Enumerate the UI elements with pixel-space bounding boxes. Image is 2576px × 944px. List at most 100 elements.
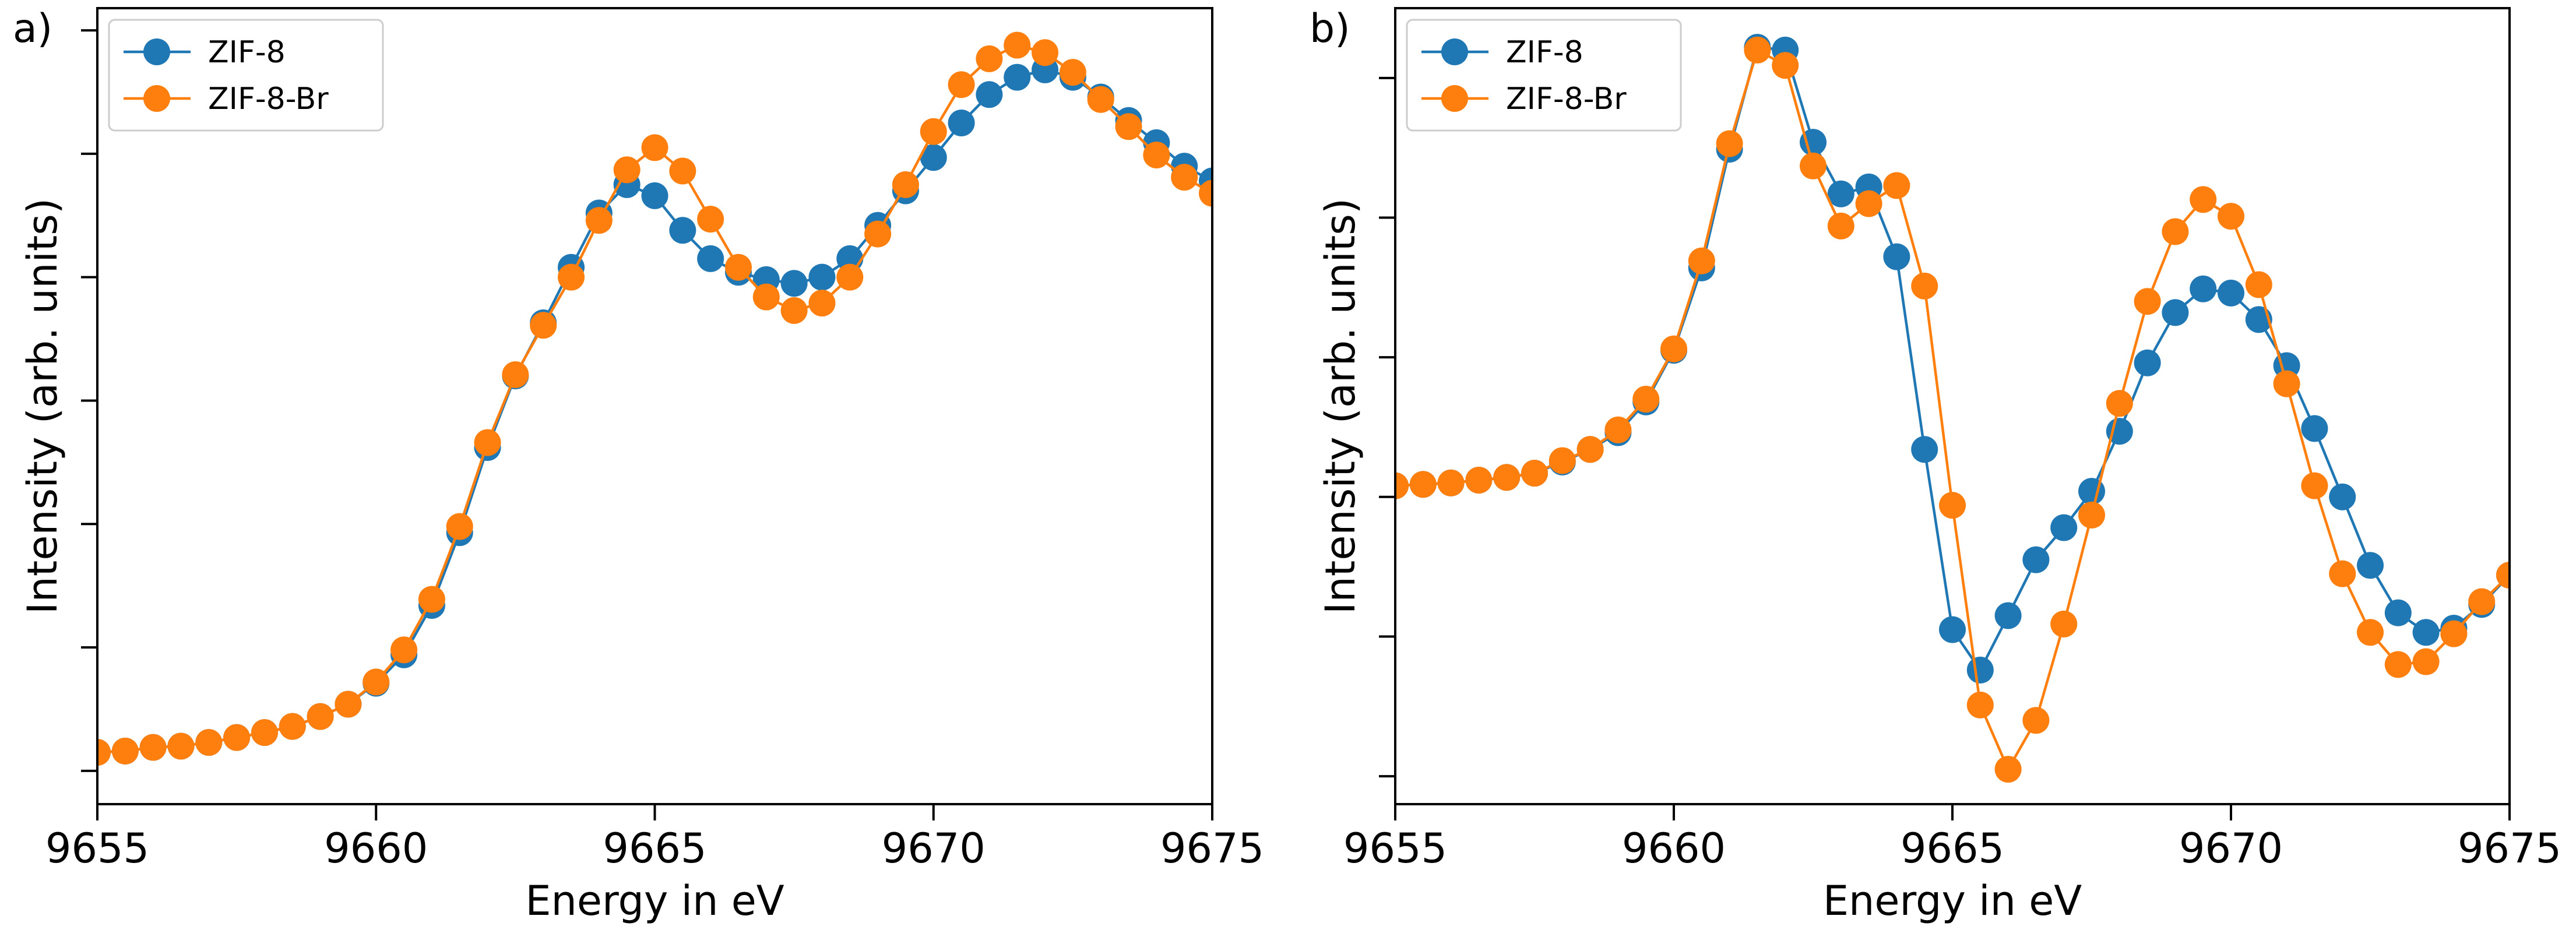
legend-marker	[143, 85, 170, 112]
plot-area	[1395, 34, 2510, 783]
marker	[2273, 370, 2300, 397]
x-axis-label: Energy in eV	[1823, 877, 2082, 925]
marker	[167, 732, 195, 760]
marker	[2078, 501, 2105, 529]
marker	[2190, 275, 2217, 302]
marker	[1939, 492, 1966, 519]
marker	[1632, 386, 1660, 413]
marker	[446, 513, 473, 540]
marker	[1994, 602, 2022, 629]
marker	[2468, 588, 2496, 615]
x-tick-label: 9660	[324, 825, 428, 872]
marker	[111, 737, 139, 765]
marker	[2412, 619, 2440, 646]
marker	[1576, 436, 1604, 463]
marker	[2050, 514, 2078, 541]
marker	[1521, 460, 1548, 487]
marker	[641, 182, 668, 209]
marker	[2329, 560, 2356, 587]
marker	[836, 263, 864, 291]
marker	[1032, 39, 1059, 66]
marker	[474, 429, 501, 456]
marker	[502, 361, 529, 388]
marker	[1994, 756, 2022, 783]
marker	[1171, 164, 1198, 191]
marker	[1395, 472, 1409, 499]
legend-label: ZIF-8-Br	[1506, 82, 1627, 117]
marker	[2106, 418, 2133, 445]
marker	[2245, 271, 2272, 298]
marker	[613, 156, 641, 184]
marker	[530, 312, 557, 339]
legend-label: ZIF-8	[208, 35, 286, 70]
marker	[669, 217, 696, 244]
marker	[1772, 52, 1799, 79]
marker	[2050, 610, 2078, 637]
legend-marker	[143, 38, 170, 65]
marker	[1911, 436, 1938, 463]
x-tick-label: 9665	[603, 825, 706, 872]
panel: 9655 9660 9665 9670 9675 Energy in eV Intensit…	[13, 6, 1264, 925]
marker	[1883, 172, 1910, 199]
marker	[2134, 288, 2161, 315]
x-tick-label: 9675	[1160, 825, 1264, 872]
marker	[2190, 186, 2217, 213]
marker	[1827, 212, 1854, 239]
marker	[892, 171, 919, 198]
x-tick-label: 9675	[2458, 825, 2561, 872]
marker	[1883, 243, 1910, 270]
marker	[724, 253, 752, 281]
marker	[2357, 552, 2384, 579]
marker	[223, 724, 251, 751]
marker	[2384, 599, 2412, 626]
marker	[1199, 179, 1212, 207]
panel-label: a)	[13, 6, 52, 52]
x-tick-label: 9655	[1343, 825, 1447, 872]
marker	[1143, 142, 1170, 169]
marker	[307, 703, 334, 730]
marker	[585, 207, 613, 234]
marker	[1939, 616, 1966, 643]
marker	[697, 206, 724, 233]
marker	[808, 263, 836, 291]
x-axis-label: Energy in eV	[525, 877, 784, 925]
legend-label: ZIF-8-Br	[208, 82, 329, 117]
marker	[1800, 129, 1827, 156]
marker	[752, 283, 780, 311]
y-axis-label: Intensity (arb. units)	[1317, 198, 1364, 614]
marker	[1437, 469, 1465, 496]
x-tick-label: 9665	[1901, 825, 2004, 872]
marker	[363, 668, 390, 696]
marker	[2440, 620, 2468, 647]
marker	[1688, 247, 1715, 274]
axes-frame	[1394, 7, 2511, 805]
x-tick-label: 9670	[2179, 825, 2283, 872]
axes-frame	[96, 7, 1213, 805]
marker	[1911, 272, 1938, 300]
marker	[1744, 36, 1771, 64]
marker	[2022, 707, 2050, 734]
marker	[2106, 390, 2133, 417]
marker	[97, 739, 111, 766]
marker	[920, 118, 947, 145]
marker	[1855, 190, 1882, 217]
marker	[195, 729, 223, 756]
marker	[1966, 656, 1994, 684]
marker	[1716, 130, 1743, 157]
marker	[2496, 561, 2510, 589]
marker	[1549, 447, 1576, 474]
y-axis-label: Intensity (arb. units)	[19, 198, 66, 614]
marker	[920, 144, 947, 171]
marker	[948, 71, 975, 98]
legend-box	[108, 19, 384, 132]
marker	[697, 245, 724, 272]
marker	[948, 109, 975, 136]
legend-marker	[1441, 38, 1468, 65]
legend-marker	[1441, 85, 1468, 112]
marker	[1800, 152, 1827, 179]
marker	[2329, 483, 2356, 510]
marker	[2022, 546, 2050, 573]
marker	[2301, 415, 2328, 442]
